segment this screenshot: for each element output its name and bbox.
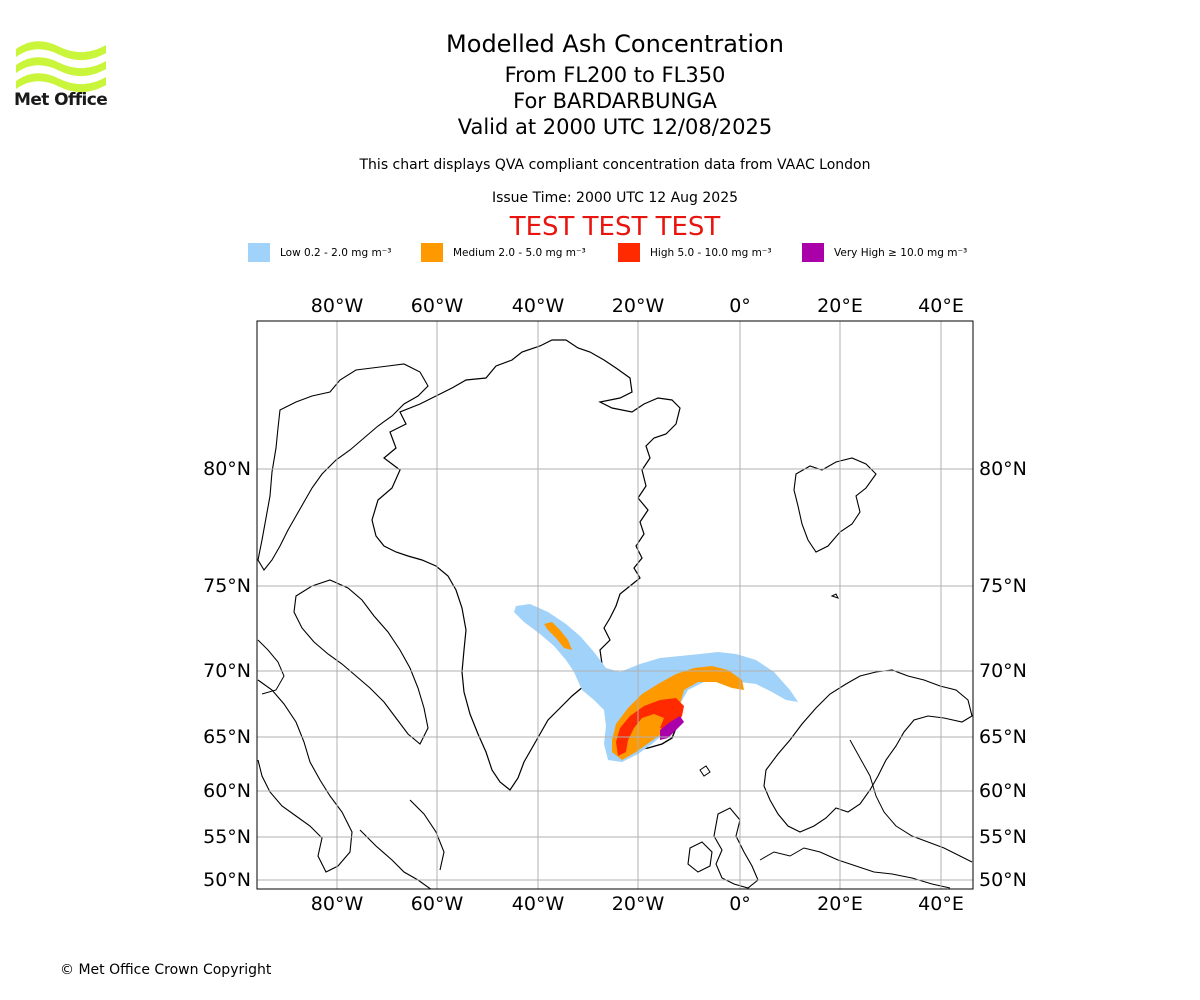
copyright-notice: © Met Office Crown Copyright (60, 962, 272, 978)
baltic-coastline (849, 739, 973, 863)
met-office-logo-text: Met Office (14, 90, 108, 110)
valid-time: Valid at 2000 UTC 12/08/2025 (457, 115, 773, 139)
lon-label-bottom: 40°E (918, 893, 964, 915)
legend-swatch-low (248, 243, 270, 262)
lat-label-right: 60°N (979, 780, 1027, 802)
lon-label-top: 40°E (918, 295, 964, 317)
map-gridlines (257, 321, 973, 889)
lon-label-top: 20°W (612, 295, 665, 317)
test-banner: TEST TEST TEST (509, 212, 721, 242)
greenland-coastline (371, 339, 681, 791)
great-britain-coastline (713, 807, 759, 889)
volcano-name: For BARDARBUNGA (513, 89, 717, 113)
lon-label-bottom: 20°W (612, 893, 665, 915)
legend-label-low: Low 0.2 - 2.0 mg m⁻³ (280, 246, 392, 259)
legend-label-very-high: Very High ≥ 10.0 mg m⁻³ (834, 246, 968, 259)
lon-label-top: 80°W (311, 295, 364, 317)
chart-description: This chart displays QVA compliant concen… (359, 157, 871, 173)
lon-label-top: 60°W (411, 295, 464, 317)
ash-low-region (514, 604, 798, 762)
legend-item-low: Low 0.2 - 2.0 mg m⁻³ (248, 243, 391, 262)
legend-swatch-very-high (802, 243, 824, 262)
ash-high-region (616, 698, 684, 756)
lat-label-left: 65°N (203, 726, 251, 748)
lat-label-right: 75°N (979, 575, 1027, 597)
ireland-coastline (687, 841, 713, 873)
legend-item-very-high: Very High ≥ 10.0 mg m⁻³ (802, 243, 967, 262)
lat-label-left: 55°N (203, 826, 251, 848)
lon-label-top: 0° (729, 295, 751, 317)
lat-label-left: 80°N (203, 458, 251, 480)
lon-label-bottom: 0° (729, 893, 751, 915)
lon-label-bottom: 60°W (411, 893, 464, 915)
canadian-arctic-coastline (257, 363, 429, 571)
legend-label-high: High 5.0 - 10.0 mg m⁻³ (650, 246, 772, 259)
chart-title: Modelled Ash Concentration (446, 30, 784, 58)
baffin-island-coastline (293, 579, 429, 745)
canada-mainland-coastline (257, 679, 445, 889)
lon-label-bottom: 80°W (311, 893, 364, 915)
lon-label-top: 20°E (817, 295, 863, 317)
lat-label-right: 80°N (979, 458, 1027, 480)
ash-very-high-region (660, 716, 684, 740)
scandinavia-coastline (763, 669, 973, 833)
lat-label-left: 50°N (203, 869, 251, 891)
map-frame (256, 320, 974, 890)
ash-medium-region-west (544, 622, 572, 650)
legend-item-medium: Medium 2.0 - 5.0 mg m⁻³ (421, 243, 586, 262)
legend-item-high: High 5.0 - 10.0 mg m⁻³ (618, 243, 772, 262)
lat-label-right: 50°N (979, 869, 1027, 891)
hudson-bay-coastline (257, 639, 285, 695)
legend-label-medium: Medium 2.0 - 5.0 mg m⁻³ (453, 246, 586, 259)
europe-mainland-coastline (759, 847, 951, 889)
legend-swatch-medium (421, 243, 443, 262)
met-office-logo-icon (16, 41, 106, 93)
lat-label-right: 65°N (979, 726, 1027, 748)
ash-plume (514, 604, 798, 762)
lat-label-left: 70°N (203, 660, 251, 682)
flight-level-range: From FL200 to FL350 (504, 63, 726, 87)
faroe-islands-coastline (699, 765, 711, 777)
legend-swatch-high (618, 243, 640, 262)
svalbard-coastline (793, 457, 877, 553)
lon-label-top: 40°W (512, 295, 565, 317)
issue-time: Issue Time: 2000 UTC 12 Aug 2025 (491, 190, 739, 206)
lon-label-bottom: 40°W (512, 893, 565, 915)
lat-label-left: 60°N (203, 780, 251, 802)
lon-label-bottom: 20°E (817, 893, 863, 915)
lat-label-right: 70°N (979, 660, 1027, 682)
bear-island-coastline (830, 593, 839, 599)
lat-label-left: 75°N (203, 575, 251, 597)
lat-label-right: 55°N (979, 826, 1027, 848)
